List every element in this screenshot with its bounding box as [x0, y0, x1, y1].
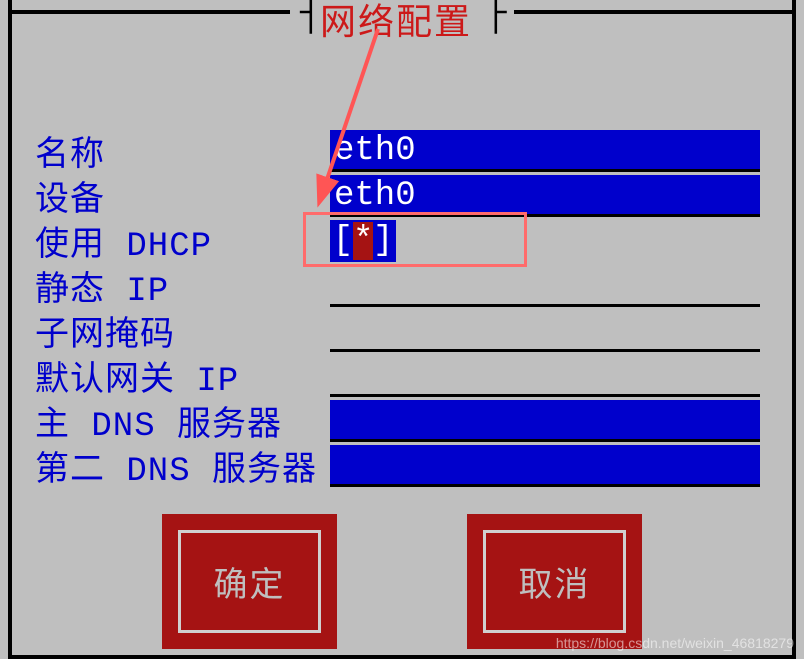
field-primary-dns-wrap	[330, 400, 765, 442]
watermark: https://blog.csdn.net/weixin_46818279	[556, 635, 794, 651]
ok-button[interactable]: 确定	[162, 514, 337, 649]
checkbox-dhcp-star: *	[353, 222, 373, 260]
input-gateway[interactable]	[330, 355, 760, 397]
title-bracket-left: ┤	[300, 0, 322, 34]
input-static-ip[interactable]	[330, 265, 760, 307]
field-gateway-wrap	[330, 355, 765, 397]
row-name: 名称 eth0	[35, 128, 765, 173]
row-static-ip: 静态 IP	[35, 263, 765, 308]
field-secondary-dns-wrap	[330, 445, 765, 487]
underline-device	[330, 214, 760, 217]
cancel-button[interactable]: 取消	[467, 514, 642, 649]
field-name-wrap: eth0	[330, 130, 765, 172]
title-bracket-right: ├	[485, 0, 507, 34]
label-name: 名称	[35, 126, 330, 176]
ok-button-label: 确定	[214, 557, 286, 607]
label-subnet: 子网掩码	[35, 306, 330, 356]
field-dhcp-wrap: [*]	[330, 220, 765, 262]
row-dhcp: 使用 DHCP [*]	[35, 218, 765, 263]
field-device-wrap: eth0	[330, 175, 765, 217]
input-name[interactable]: eth0	[330, 130, 760, 172]
label-primary-dns: 主 DNS 服务器	[35, 396, 330, 446]
row-gateway: 默认网关 IP	[35, 353, 765, 398]
row-device: 设备 eth0	[35, 173, 765, 218]
buttons-row: 确定 取消	[0, 514, 804, 649]
title-line-left	[8, 10, 290, 14]
underline-secondary-dns	[330, 484, 760, 487]
label-secondary-dns: 第二 DNS 服务器	[35, 441, 330, 491]
input-primary-dns[interactable]	[330, 400, 760, 442]
row-secondary-dns: 第二 DNS 服务器	[35, 443, 765, 488]
input-subnet[interactable]	[330, 310, 760, 352]
input-device[interactable]: eth0	[330, 175, 760, 217]
title-line-right	[514, 10, 796, 14]
label-static-ip: 静态 IP	[35, 261, 330, 311]
input-secondary-dns[interactable]	[330, 445, 760, 487]
underline-primary-dns	[330, 439, 760, 442]
cancel-button-label: 取消	[519, 557, 591, 607]
label-dhcp: 使用 DHCP	[35, 216, 330, 266]
label-gateway: 默认网关 IP	[35, 351, 330, 401]
field-subnet-wrap	[330, 310, 765, 352]
dialog-title: 网络配置	[320, 0, 472, 45]
row-primary-dns: 主 DNS 服务器	[35, 398, 765, 443]
field-static-ip-wrap	[330, 265, 765, 307]
underline-name	[330, 169, 760, 172]
label-device: 设备	[35, 171, 330, 221]
form-area: 名称 eth0 设备 eth0 使用 DHCP [*] 静态 IP 子网掩码 默…	[35, 128, 765, 488]
checkbox-dhcp[interactable]: [*]	[330, 220, 396, 262]
row-subnet: 子网掩码	[35, 308, 765, 353]
